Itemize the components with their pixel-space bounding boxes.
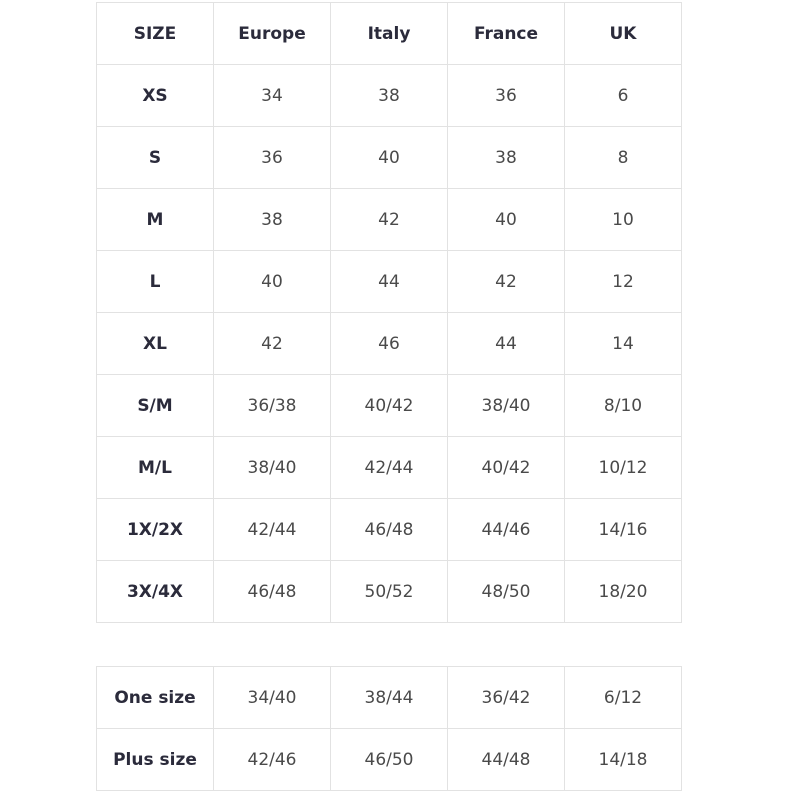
- size-value-cell: 40/42: [447, 436, 565, 499]
- column-header: UK: [564, 2, 682, 65]
- size-value-cell: 44/46: [447, 498, 565, 561]
- size-value-cell: 10: [564, 188, 682, 251]
- table-row: 3X/4X 46/48 50/52 48/50 18/20: [96, 560, 682, 623]
- size-label-cell: XL: [96, 312, 214, 375]
- size-label-cell: Plus size: [96, 728, 214, 791]
- header-row: SIZE Europe Italy France UK: [96, 2, 682, 65]
- size-value-cell: 14: [564, 312, 682, 375]
- size-value-cell: 38/40: [447, 374, 565, 437]
- size-value-cell: 42/44: [213, 498, 331, 561]
- size-value-cell: 44: [447, 312, 565, 375]
- size-label-cell: 1X/2X: [96, 498, 214, 561]
- size-value-cell: 6: [564, 64, 682, 127]
- size-value-cell: 6/12: [564, 666, 682, 729]
- size-value-cell: 50/52: [330, 560, 448, 623]
- size-label-cell: M/L: [96, 436, 214, 499]
- size-value-cell: 46/48: [213, 560, 331, 623]
- table-row: One size 34/40 38/44 36/42 6/12: [96, 666, 682, 729]
- size-conversion-table: SIZE Europe Italy France UK XS 34 38 36 6 S 36 40 38 8…: [96, 2, 682, 623]
- column-header: SIZE: [96, 2, 214, 65]
- size-value-cell: 48/50: [447, 560, 565, 623]
- size-value-cell: 42/44: [330, 436, 448, 499]
- size-value-cell: 42: [213, 312, 331, 375]
- size-value-cell: 42: [447, 250, 565, 313]
- size-value-cell: 44: [330, 250, 448, 313]
- size-value-cell: 8: [564, 126, 682, 189]
- size-value-cell: 40/42: [330, 374, 448, 437]
- size-value-cell: 38/40: [213, 436, 331, 499]
- size-value-cell: 8/10: [564, 374, 682, 437]
- special-size-table: One size 34/40 38/44 36/42 6/12 Plus size 42/4…: [96, 666, 682, 791]
- table-row: 1X/2X 42/44 46/48 44/46 14/16: [96, 498, 682, 561]
- size-value-cell: 44/48: [447, 728, 565, 791]
- table-row: Plus size 42/46 46/50 44/48 14/18: [96, 728, 682, 791]
- size-value-cell: 38/44: [330, 666, 448, 729]
- table-row: L 40 44 42 12: [96, 250, 682, 313]
- size-value-cell: 42: [330, 188, 448, 251]
- size-label-cell: S/M: [96, 374, 214, 437]
- size-value-cell: 34: [213, 64, 331, 127]
- size-label-cell: S: [96, 126, 214, 189]
- size-value-cell: 36/38: [213, 374, 331, 437]
- size-value-cell: 40: [447, 188, 565, 251]
- size-value-cell: 42/46: [213, 728, 331, 791]
- size-value-cell: 46/48: [330, 498, 448, 561]
- size-value-cell: 40: [330, 126, 448, 189]
- size-value-cell: 38: [330, 64, 448, 127]
- size-value-cell: 38: [213, 188, 331, 251]
- column-header: Europe: [213, 2, 331, 65]
- size-label-cell: 3X/4X: [96, 560, 214, 623]
- size-value-cell: 14/18: [564, 728, 682, 791]
- column-header: Italy: [330, 2, 448, 65]
- table-row: M/L 38/40 42/44 40/42 10/12: [96, 436, 682, 499]
- size-value-cell: 38: [447, 126, 565, 189]
- table-row: S 36 40 38 8: [96, 126, 682, 189]
- size-value-cell: 18/20: [564, 560, 682, 623]
- size-value-cell: 14/16: [564, 498, 682, 561]
- size-value-cell: 34/40: [213, 666, 331, 729]
- size-value-cell: 46: [330, 312, 448, 375]
- table-row: XS 34 38 36 6: [96, 64, 682, 127]
- size-label-cell: One size: [96, 666, 214, 729]
- size-label-cell: M: [96, 188, 214, 251]
- table-row: XL 42 46 44 14: [96, 312, 682, 375]
- size-value-cell: 10/12: [564, 436, 682, 499]
- column-header: France: [447, 2, 565, 65]
- table-row: M 38 42 40 10: [96, 188, 682, 251]
- size-value-cell: 40: [213, 250, 331, 313]
- size-value-cell: 12: [564, 250, 682, 313]
- table-row: S/M 36/38 40/42 38/40 8/10: [96, 374, 682, 437]
- size-value-cell: 36: [447, 64, 565, 127]
- size-label-cell: XS: [96, 64, 214, 127]
- size-value-cell: 36: [213, 126, 331, 189]
- size-label-cell: L: [96, 250, 214, 313]
- size-value-cell: 46/50: [330, 728, 448, 791]
- size-value-cell: 36/42: [447, 666, 565, 729]
